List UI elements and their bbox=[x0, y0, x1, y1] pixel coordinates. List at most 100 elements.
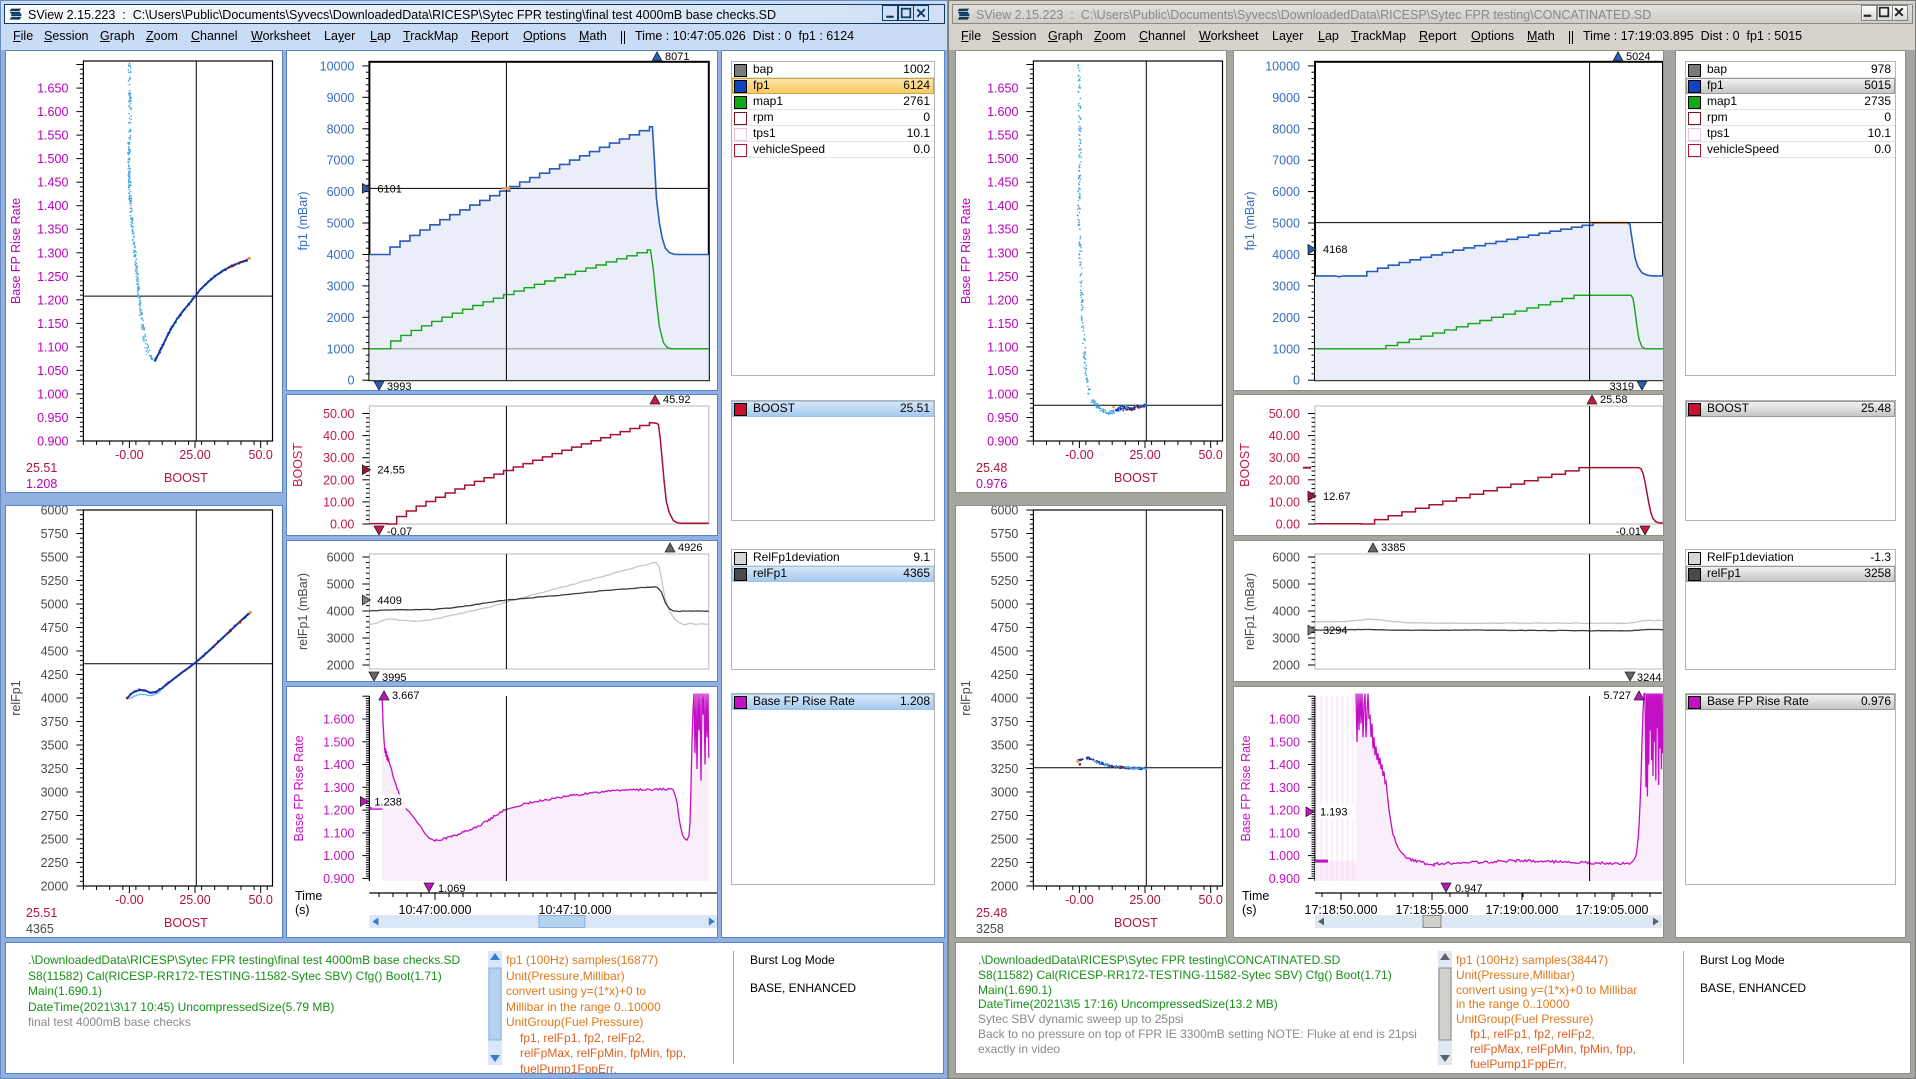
svg-text:0.900: 0.900 bbox=[323, 872, 354, 886]
svg-text:10.00: 10.00 bbox=[323, 495, 354, 509]
svg-text:4000: 4000 bbox=[1272, 248, 1300, 262]
svg-text:3258: 3258 bbox=[976, 922, 1004, 936]
svg-text:fp1 (mBar): fp1 (mBar) bbox=[296, 191, 310, 250]
svg-text:1.650: 1.650 bbox=[987, 82, 1018, 96]
svg-text:2000: 2000 bbox=[41, 880, 69, 894]
svg-text:25.58: 25.58 bbox=[1600, 395, 1628, 406]
svg-text:50.00: 50.00 bbox=[1269, 407, 1300, 421]
svg-text:relFp1 (mBar): relFp1 (mBar) bbox=[1243, 573, 1257, 650]
svg-text:3993: 3993 bbox=[387, 381, 411, 391]
svg-text:2500: 2500 bbox=[991, 833, 1019, 847]
svg-text:25.00: 25.00 bbox=[1129, 893, 1160, 907]
svg-text:25.51: 25.51 bbox=[26, 461, 57, 475]
svg-text:10:47:10.000: 10:47:10.000 bbox=[539, 903, 612, 917]
svg-text:1.600: 1.600 bbox=[987, 105, 1018, 119]
svg-text:-0.01: -0.01 bbox=[1616, 526, 1641, 536]
svg-text:50.00: 50.00 bbox=[323, 407, 354, 421]
svg-text:0.00: 0.00 bbox=[330, 518, 354, 532]
svg-text:50.0: 50.0 bbox=[249, 448, 273, 462]
svg-text:Base FP Rise Rate: Base FP Rise Rate bbox=[9, 198, 23, 304]
svg-text:1.238: 1.238 bbox=[374, 796, 402, 808]
svg-text:5500: 5500 bbox=[41, 551, 69, 565]
svg-text:3250: 3250 bbox=[991, 762, 1019, 776]
svg-text:5750: 5750 bbox=[991, 527, 1019, 541]
svg-text:5250: 5250 bbox=[41, 574, 69, 588]
svg-text:1.100: 1.100 bbox=[323, 826, 354, 840]
svg-text:5024: 5024 bbox=[1626, 51, 1650, 63]
svg-text:1000: 1000 bbox=[1272, 342, 1300, 356]
svg-text:10000: 10000 bbox=[1265, 59, 1300, 73]
svg-text:4168: 4168 bbox=[1323, 244, 1347, 256]
svg-text:8000: 8000 bbox=[327, 122, 355, 136]
svg-text:1.200: 1.200 bbox=[987, 293, 1018, 307]
svg-text:-0.00: -0.00 bbox=[1065, 448, 1094, 462]
svg-text:25.00: 25.00 bbox=[179, 448, 210, 462]
svg-text:3000: 3000 bbox=[1272, 279, 1300, 293]
svg-text:2750: 2750 bbox=[41, 809, 69, 823]
svg-text:4409: 4409 bbox=[377, 595, 401, 607]
svg-text:relFp1 (mBar): relFp1 (mBar) bbox=[296, 573, 310, 650]
svg-text:4365: 4365 bbox=[26, 922, 54, 936]
svg-text:40.00: 40.00 bbox=[1269, 429, 1300, 443]
svg-text:3500: 3500 bbox=[991, 739, 1019, 753]
svg-text:20.00: 20.00 bbox=[323, 473, 354, 487]
svg-text:3250: 3250 bbox=[41, 762, 69, 776]
svg-text:0.900: 0.900 bbox=[37, 435, 68, 449]
svg-text:45.92: 45.92 bbox=[663, 395, 691, 406]
svg-text:6000: 6000 bbox=[327, 185, 355, 199]
svg-text:1.600: 1.600 bbox=[323, 713, 354, 727]
svg-text:8071: 8071 bbox=[665, 51, 689, 63]
svg-text:BOOST: BOOST bbox=[164, 471, 208, 485]
svg-text:6000: 6000 bbox=[1272, 551, 1300, 565]
svg-text:1.500: 1.500 bbox=[37, 152, 68, 166]
svg-text:3000: 3000 bbox=[1272, 632, 1300, 646]
svg-text:6000: 6000 bbox=[41, 506, 69, 518]
svg-text:1.000: 1.000 bbox=[37, 387, 68, 401]
svg-text:1.200: 1.200 bbox=[1269, 804, 1300, 818]
svg-text:8000: 8000 bbox=[1272, 122, 1300, 136]
svg-text:4750: 4750 bbox=[41, 621, 69, 635]
svg-text:(s): (s) bbox=[295, 903, 310, 917]
svg-text:1.500: 1.500 bbox=[323, 735, 354, 749]
svg-text:25.00: 25.00 bbox=[1129, 448, 1160, 462]
svg-text:1.550: 1.550 bbox=[987, 129, 1018, 143]
svg-text:1.250: 1.250 bbox=[987, 270, 1018, 284]
svg-text:2250: 2250 bbox=[41, 856, 69, 870]
svg-text:10.00: 10.00 bbox=[1269, 495, 1300, 509]
svg-text:25.51: 25.51 bbox=[26, 906, 57, 920]
svg-text:1.400: 1.400 bbox=[987, 199, 1018, 213]
svg-text:1.208: 1.208 bbox=[26, 477, 57, 491]
svg-text:1.050: 1.050 bbox=[37, 364, 68, 378]
svg-text:0.976: 0.976 bbox=[976, 477, 1007, 491]
svg-text:5000: 5000 bbox=[991, 598, 1019, 612]
svg-text:2000: 2000 bbox=[1272, 311, 1300, 325]
svg-text:3385: 3385 bbox=[1381, 542, 1405, 554]
svg-text:24.55: 24.55 bbox=[377, 465, 405, 477]
svg-text:4250: 4250 bbox=[991, 668, 1019, 682]
svg-text:3.667: 3.667 bbox=[392, 690, 420, 702]
svg-text:1.350: 1.350 bbox=[987, 223, 1018, 237]
svg-text:0.00: 0.00 bbox=[1276, 518, 1300, 532]
svg-text:0.900: 0.900 bbox=[1269, 872, 1300, 886]
svg-text:BOOST: BOOST bbox=[164, 916, 208, 930]
svg-text:4000: 4000 bbox=[1272, 605, 1300, 619]
svg-text:6000: 6000 bbox=[327, 551, 355, 565]
svg-text:3244: 3244 bbox=[1637, 672, 1661, 682]
svg-text:1.350: 1.350 bbox=[37, 223, 68, 237]
svg-text:3500: 3500 bbox=[41, 739, 69, 753]
svg-text:12.67: 12.67 bbox=[1323, 491, 1351, 503]
svg-text:5000: 5000 bbox=[327, 578, 355, 592]
svg-text:1.400: 1.400 bbox=[1269, 758, 1300, 772]
svg-text:1.600: 1.600 bbox=[37, 105, 68, 119]
svg-text:1.300: 1.300 bbox=[1269, 781, 1300, 795]
svg-text:-0.00: -0.00 bbox=[1065, 893, 1094, 907]
svg-text:4000: 4000 bbox=[991, 692, 1019, 706]
svg-text:2750: 2750 bbox=[991, 809, 1019, 823]
svg-text:6000: 6000 bbox=[1272, 185, 1300, 199]
svg-text:1.450: 1.450 bbox=[37, 176, 68, 190]
svg-text:1.300: 1.300 bbox=[323, 781, 354, 795]
svg-text:5000: 5000 bbox=[1272, 578, 1300, 592]
svg-text:30.00: 30.00 bbox=[1269, 451, 1300, 465]
svg-text:5500: 5500 bbox=[991, 551, 1019, 565]
svg-text:1.300: 1.300 bbox=[987, 246, 1018, 260]
